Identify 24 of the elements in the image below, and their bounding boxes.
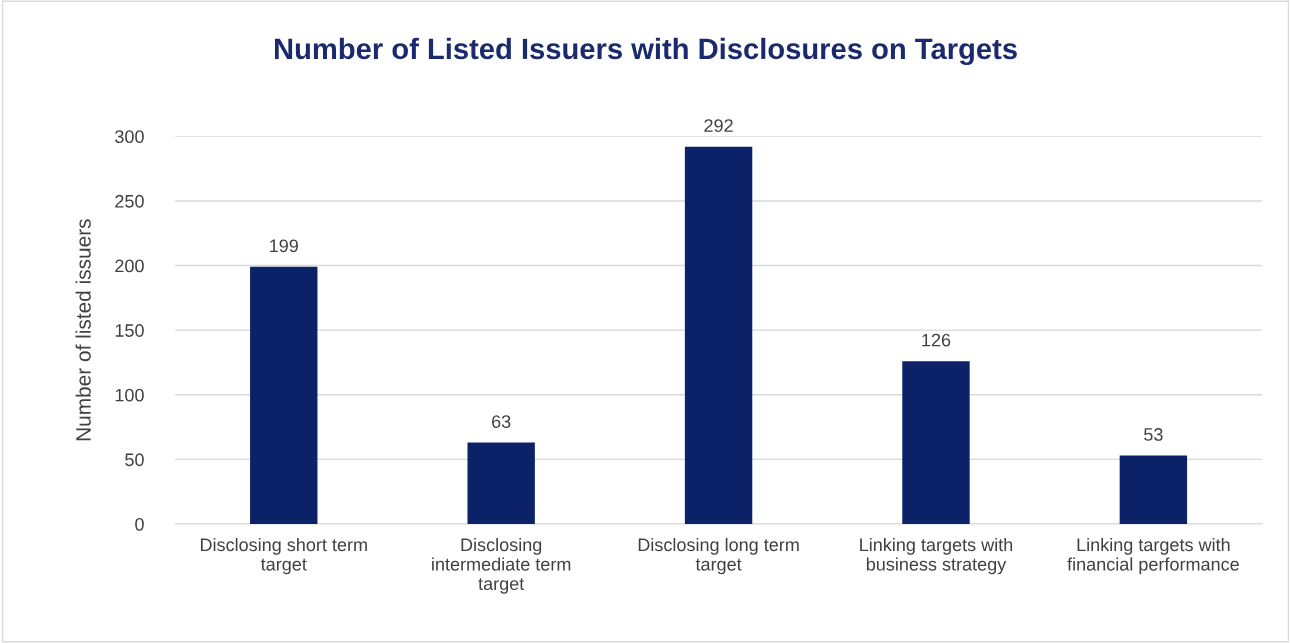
data-label: 63 <box>492 415 511 428</box>
bar <box>467 442 535 525</box>
y-tick-label: 100 <box>115 388 144 402</box>
y-axis-title: Number of listed issuers <box>75 219 91 441</box>
bar <box>902 361 970 525</box>
bar <box>1119 455 1188 525</box>
y-tick-label: 50 <box>125 453 144 467</box>
x-tick-label: Disclosing short term target <box>200 537 367 575</box>
bar <box>250 266 318 525</box>
data-label: 53 <box>1144 428 1163 441</box>
data-label: 292 <box>704 119 733 132</box>
y-tick-label: 150 <box>115 324 144 337</box>
bar <box>684 146 753 525</box>
data-label: 199 <box>270 239 298 253</box>
x-tick-label: Disclosing long term target <box>638 537 799 575</box>
y-tick-label: 0 <box>135 517 144 531</box>
x-tick-label: Disclosing intermediate term target <box>432 537 571 594</box>
y-tick-label: 200 <box>115 259 144 273</box>
x-tick-label: Linking targets with business strategy <box>860 537 1013 575</box>
chart-title: Number of Listed Issuers with Disclosures on Targets <box>274 37 1017 66</box>
data-label: 126 <box>922 333 951 347</box>
x-tick-label: Linking targets with financial performance <box>1067 537 1239 575</box>
y-tick-label: 300 <box>115 130 144 144</box>
y-tick-label: 250 <box>115 194 144 208</box>
